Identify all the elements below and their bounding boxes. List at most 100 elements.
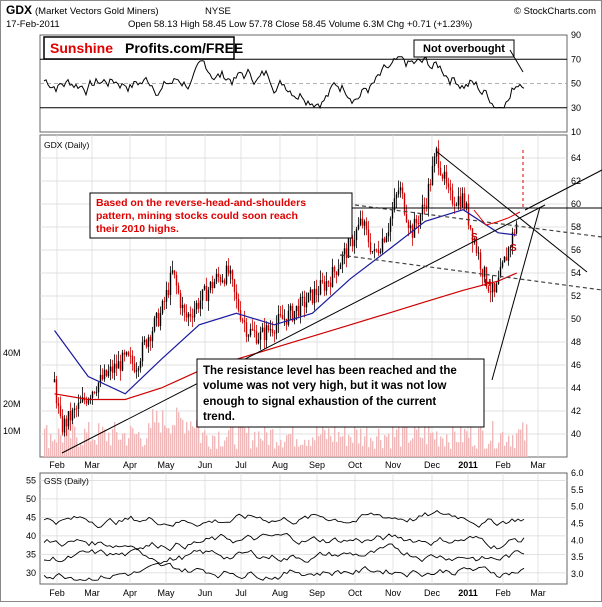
volume-bar xyxy=(328,428,330,457)
volume-bar xyxy=(312,437,314,457)
candle-body xyxy=(287,310,290,325)
volume-bar xyxy=(248,423,250,457)
candle-body xyxy=(233,279,236,292)
candle-body xyxy=(507,247,510,261)
exchange: NYSE xyxy=(205,6,231,17)
price-panel-title: GDX (Daily) xyxy=(44,140,90,150)
volume-bar xyxy=(106,441,108,457)
rsi-tick-label: 30 xyxy=(571,103,581,113)
volume-bar xyxy=(220,446,222,457)
volume-bar xyxy=(196,420,198,457)
price-x-tick-label: Apr xyxy=(123,460,137,470)
candle-body xyxy=(311,289,314,304)
candle-body xyxy=(231,270,234,280)
rsi-tick-label: 70 xyxy=(571,54,581,64)
volume-bar xyxy=(432,432,434,457)
volume-bar xyxy=(166,428,168,457)
volume-bar xyxy=(104,429,106,457)
volume-bar xyxy=(276,442,278,457)
gss-x-tick-label: Mar xyxy=(530,588,546,598)
candle-body xyxy=(479,252,482,270)
candle-body xyxy=(509,246,512,248)
volume-bar xyxy=(62,442,64,457)
volume-bar xyxy=(160,432,162,457)
candle-body xyxy=(165,289,168,302)
volume-bar xyxy=(466,431,468,457)
ma-short-line xyxy=(54,209,517,395)
candle-body xyxy=(395,194,398,199)
sunshine-logo: Sunshine Profits.com/FREE xyxy=(43,36,243,60)
volume-bar xyxy=(518,429,520,457)
volume-bar xyxy=(186,422,188,457)
volume-bar xyxy=(386,436,388,457)
price-tick-label: 64 xyxy=(571,153,581,163)
candle-body xyxy=(121,352,124,371)
candle-body xyxy=(493,283,496,293)
hs-annotation-line-1: Based on the reverse-head-and-shoulders xyxy=(96,197,306,209)
volume-bar xyxy=(490,440,492,457)
volume-bar xyxy=(524,440,526,457)
volume-bar xyxy=(526,424,528,457)
resistance-annotation-line-4: trend. xyxy=(203,411,235,423)
volume-bar xyxy=(72,422,74,457)
candle-body xyxy=(315,288,318,295)
volume-bar xyxy=(354,427,356,457)
candle-body xyxy=(467,203,470,226)
support-trendline xyxy=(61,204,546,454)
candle-body xyxy=(361,218,364,226)
candle-body xyxy=(513,232,516,234)
candle-body xyxy=(377,249,380,254)
volume-bar xyxy=(206,435,208,457)
candle-body xyxy=(269,329,272,331)
candle-body xyxy=(163,301,166,302)
candle-body xyxy=(249,328,252,336)
candle-body xyxy=(379,251,382,254)
volume-bar xyxy=(446,434,448,457)
candle-body xyxy=(169,272,172,296)
candle-body xyxy=(485,267,488,287)
price-tick-label: 56 xyxy=(571,245,581,255)
candle-body xyxy=(79,401,82,404)
candle-body xyxy=(189,313,192,317)
candle-body xyxy=(439,167,442,175)
volume-bar xyxy=(438,446,440,457)
price-tick-label: 40 xyxy=(571,429,581,439)
volume-bar xyxy=(462,442,464,457)
descending-trendline xyxy=(435,150,588,273)
candle-body xyxy=(97,382,100,393)
volume-bar xyxy=(82,445,84,457)
candle-body xyxy=(365,221,368,230)
candle-body xyxy=(243,320,246,323)
ma-long-line xyxy=(54,272,518,401)
gss-x-tick-label: Jul xyxy=(235,588,247,598)
volume-bar xyxy=(226,436,228,457)
candle-body xyxy=(137,368,140,371)
volume-bar xyxy=(188,430,190,457)
gss-panel: 55 50 45 40 35 30 6.0 5.5 5.0 4.5 4.0 3.5 3.0 GSS (… xyxy=(26,468,584,598)
candle-body xyxy=(447,183,450,188)
volume-bar xyxy=(182,419,184,457)
volume-bar xyxy=(488,443,490,457)
volume-bar xyxy=(252,440,254,457)
candle-body xyxy=(127,352,130,356)
volume-bar xyxy=(420,437,422,457)
gss-right-tick-label: 3.0 xyxy=(571,569,584,579)
volume-bar xyxy=(416,429,418,457)
price-x-tick-label: 2011 xyxy=(458,460,478,470)
candle-body xyxy=(283,318,286,320)
volume-bar xyxy=(476,448,478,457)
candle-body xyxy=(263,327,266,341)
volume-bar xyxy=(192,426,194,457)
price-tick-label: 42 xyxy=(571,406,581,416)
volume-bar xyxy=(310,446,312,457)
volume-bar xyxy=(134,434,136,457)
candle-body xyxy=(373,249,376,252)
candle-body xyxy=(427,183,430,208)
volume-bar xyxy=(76,437,78,457)
price-tick-label: 60 xyxy=(571,199,581,209)
volume-bar xyxy=(362,446,364,457)
candle-body xyxy=(241,319,244,321)
gss-right-tick-label: 4.5 xyxy=(571,518,584,528)
volume-bar xyxy=(366,427,368,457)
